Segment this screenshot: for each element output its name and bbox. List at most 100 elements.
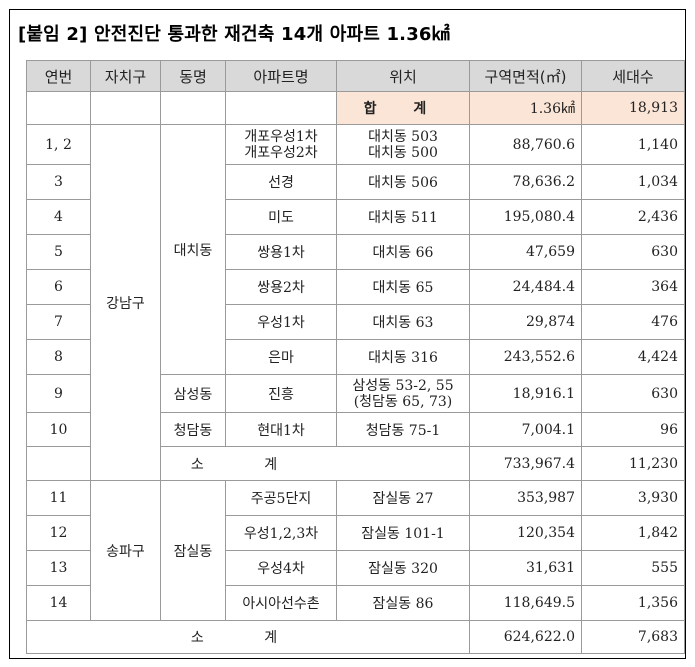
row-no: 9: [26, 374, 91, 413]
table-row: 1, 2 강남구 대치동 개포우성1차 개포우성2차 대치동 503 대치동 500…: [26, 124, 685, 481]
row-no: 7: [26, 304, 91, 340]
row-no: 5: [26, 234, 91, 270]
location: 잠실동 86: [336, 585, 470, 621]
header-area: 구역면적(㎡): [469, 60, 582, 92]
table-row: 7 우성1차 대치동 63 29,874 476: [26, 304, 685, 340]
dong-jamsil: 잠실동: [160, 480, 226, 621]
table-row: 11 송파구 잠실동 주공5단지 잠실동 27 353,987 3,930: [26, 480, 685, 621]
row-no: 13: [26, 550, 91, 586]
district-gangnam: 강남구: [90, 124, 161, 481]
apartment-name-line: 개포우성1차: [244, 128, 318, 145]
row-no: 4: [26, 199, 91, 235]
table-row: 9 삼성동 진흥 삼성동 53-2, 55 (청담동 65, 73) 18,916…: [26, 374, 685, 413]
table-row: 12 우성1,2,3차 잠실동 101-1 120,354 1,842: [26, 515, 685, 551]
apartment-name: 쌍용2차: [225, 269, 337, 305]
row-no: 12: [26, 515, 91, 551]
location: 대치동 66: [336, 234, 470, 270]
dong-samseong: 삼성동: [160, 374, 226, 413]
row-no: 14: [26, 585, 91, 621]
row-no: 10: [26, 412, 91, 447]
table-row: 10 청담동 현대1차 청담동 75-1 7,004.1 96: [26, 412, 685, 447]
households: 476: [581, 304, 685, 340]
apartment-table: 연번 자치구 동명 아파트명 위치 구역면적(㎡) 세대수 합 계 1.36㎢ …: [26, 60, 685, 654]
apartment-name: 현대1차: [225, 412, 337, 447]
apartment-name: 쌍용1차: [225, 234, 337, 270]
header-row: 연번 자치구 동명 아파트명 위치 구역면적(㎡) 세대수: [26, 60, 685, 92]
subtotal-label: 소 계: [26, 446, 470, 481]
area: 120,354: [469, 515, 582, 551]
area: 18,916.1: [469, 374, 582, 413]
header-apartment: 아파트명: [225, 60, 337, 92]
location: 잠실동 320: [336, 550, 470, 586]
households: 4,424: [581, 339, 685, 375]
blank-cell: [160, 91, 226, 125]
apartment-name: 개포우성1차 개포우성2차: [225, 124, 337, 165]
location: 대치동 511: [336, 199, 470, 235]
grand-total-households: 18,913: [581, 91, 685, 125]
blank-cell: [225, 91, 337, 125]
header-households: 세대수: [581, 60, 685, 92]
dong-cheongdam: 청담동: [160, 412, 226, 447]
households: 1,356: [581, 585, 685, 621]
document-title: [붙임 2] 안전진단 통과한 재건축 14개 아파트 1.36㎢: [18, 24, 450, 45]
area: 243,552.6: [469, 339, 582, 375]
area: 24,484.4: [469, 269, 582, 305]
header-no: 연번: [26, 60, 91, 92]
header-location: 위치: [336, 60, 470, 92]
row-no: 1, 2: [26, 124, 91, 165]
households: 3,930: [581, 480, 685, 516]
subtotal-label: 소 계: [26, 620, 470, 654]
location: 대치동 63: [336, 304, 470, 340]
subtotal-row-songpa: 소 계 624,622.0 7,683: [26, 620, 685, 654]
households: 96: [581, 412, 685, 447]
area: 78,636.2: [469, 164, 582, 200]
location-line: 삼성동 53-2, 55: [352, 377, 454, 394]
area: 88,760.6: [469, 124, 582, 165]
dong-daechi: 대치동: [160, 124, 226, 375]
header-district: 자치구: [90, 60, 161, 92]
table-row: 6 쌍용2차 대치동 65 24,484.4 364: [26, 269, 685, 305]
location-line: 대치동 500: [368, 144, 438, 161]
grand-total-label: 합 계: [336, 91, 470, 125]
document-frame: [9, 9, 686, 659]
header-dong: 동명: [160, 60, 226, 92]
subtotal-households: 11,230: [581, 446, 685, 481]
location: 대치동 65: [336, 269, 470, 305]
table-row: 13 우성4차 잠실동 320 31,631 555: [26, 550, 685, 586]
subtotal-area: 733,967.4: [469, 446, 582, 481]
households: 555: [581, 550, 685, 586]
apartment-name: 우성1,2,3차: [225, 515, 337, 551]
subtotal-label-text: 소 계: [190, 630, 306, 646]
households: 2,436: [581, 199, 685, 235]
area: 47,659: [469, 234, 582, 270]
location: 삼성동 53-2, 55 (청담동 65, 73): [336, 374, 470, 413]
row-no: 3: [26, 164, 91, 200]
district-songpa: 송파구: [90, 480, 161, 621]
apartment-name: 미도: [225, 199, 337, 235]
table-row: 3 선경 대치동 506 78,636.2 1,034: [26, 164, 685, 200]
row-no: 11: [26, 480, 91, 516]
area: 118,649.5: [469, 585, 582, 621]
grand-total-row: 합 계 1.36㎢ 18,913: [26, 91, 685, 125]
grand-total-label-text: 합 계: [363, 101, 443, 117]
subtotal-label-text: 소 계: [190, 456, 306, 473]
apartment-name: 진흥: [225, 374, 337, 413]
households: 630: [581, 374, 685, 413]
location-line: 대치동 503: [368, 128, 438, 145]
blank-cell: [26, 91, 91, 125]
subtotal-area: 624,622.0: [469, 620, 582, 654]
location: 대치동 503 대치동 500: [336, 124, 470, 165]
apartment-name: 은마: [225, 339, 337, 375]
subtotal-households: 7,683: [581, 620, 685, 654]
area: 195,080.4: [469, 199, 582, 235]
location: 청담동 75-1: [336, 412, 470, 447]
apartment-name: 주공5단지: [225, 480, 337, 516]
blank-cell: [90, 91, 161, 125]
households: 630: [581, 234, 685, 270]
table-row: 4 미도 대치동 511 195,080.4 2,436: [26, 199, 685, 235]
location: 잠실동 101-1: [336, 515, 470, 551]
apartment-name: 선경: [225, 164, 337, 200]
location-line: (청담동 65, 73): [353, 393, 453, 410]
households: 1,034: [581, 164, 685, 200]
row-no: 8: [26, 339, 91, 375]
